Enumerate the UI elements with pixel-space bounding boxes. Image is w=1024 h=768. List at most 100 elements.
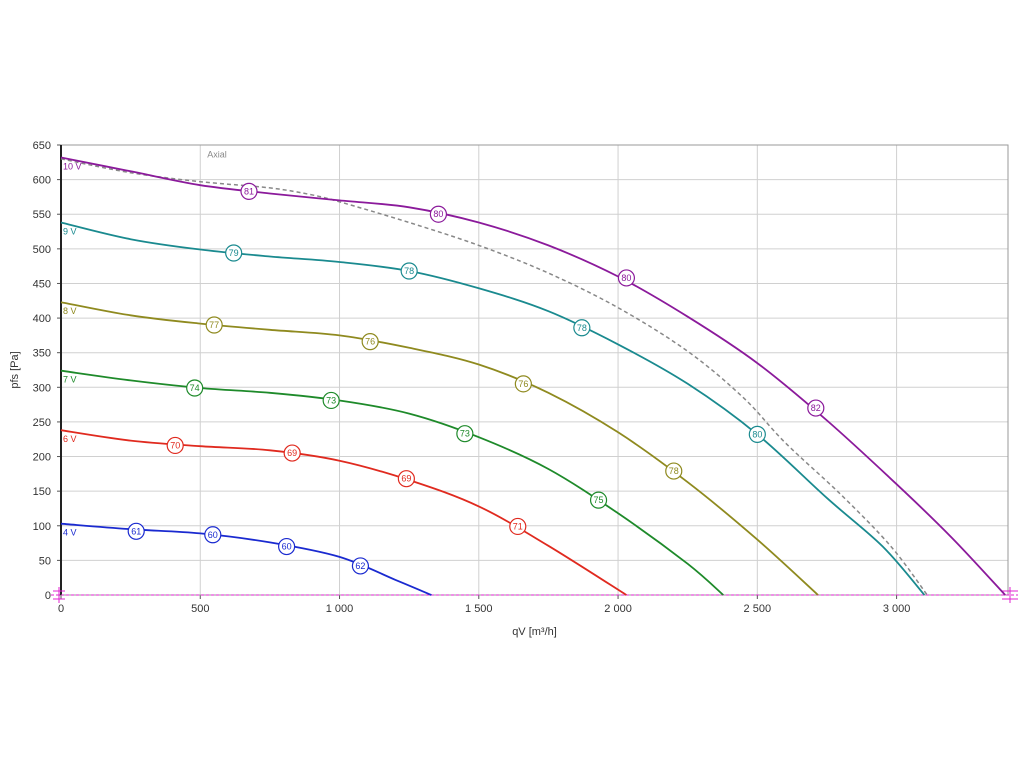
efficiency-marker-label: 75 bbox=[594, 495, 604, 505]
grid bbox=[60, 144, 1008, 596]
efficiency-marker-label: 81 bbox=[244, 186, 254, 196]
efficiency-marker: 76 bbox=[361, 333, 379, 351]
efficiency-marker: 78 bbox=[665, 462, 683, 480]
plot-frame bbox=[60, 144, 1009, 596]
curves: 10 V 9 V 8 V 7 V 6 V 4 V bbox=[60, 156, 1006, 596]
efficiency-marker-label: 80 bbox=[752, 429, 762, 439]
efficiency-marker-circle bbox=[509, 517, 527, 536]
efficiency-marker-label: 69 bbox=[287, 448, 297, 458]
efficiency-marker-circle bbox=[283, 444, 301, 462]
efficiency-marker-label: 78 bbox=[404, 266, 414, 276]
efficiency-marker-circle bbox=[225, 244, 243, 262]
efficiency-marker-circle bbox=[748, 425, 766, 443]
y-tick-label: 50 bbox=[39, 555, 51, 567]
efficiency-marker-circle bbox=[205, 316, 223, 334]
point-markers: 81 80 80 82 79 78 78 80 77 76 76 78 74 73 73 75 70 69 69 71… bbox=[127, 182, 825, 575]
efficiency-marker: 79 bbox=[225, 244, 243, 262]
baseline-start-marker bbox=[53, 587, 65, 603]
efficiency-marker-circle bbox=[617, 269, 636, 287]
efficiency-marker-label: 78 bbox=[669, 466, 679, 476]
x-tick-label: 1 500 bbox=[465, 603, 493, 615]
y-tick-label: 100 bbox=[33, 521, 51, 533]
efficiency-marker-circle bbox=[429, 205, 448, 223]
axial-reference-curve bbox=[60, 158, 928, 596]
y-tick-label: 150 bbox=[33, 486, 51, 498]
efficiency-marker-label: 80 bbox=[433, 209, 443, 219]
efficiency-marker-circle bbox=[807, 399, 825, 417]
efficiency-marker-label: 69 bbox=[401, 474, 411, 484]
efficiency-marker-circle bbox=[397, 470, 415, 488]
efficiency-marker-circle bbox=[278, 537, 296, 556]
efficiency-marker: 74 bbox=[186, 379, 204, 397]
efficiency-marker-circle bbox=[589, 491, 608, 509]
series-label-8v: 8 V bbox=[63, 306, 77, 316]
efficiency-marker-circle bbox=[514, 375, 532, 393]
y-tick-label: 400 bbox=[33, 313, 51, 325]
efficiency-marker: 81 bbox=[240, 182, 258, 200]
efficiency-marker: 62 bbox=[351, 557, 370, 575]
y-tick-label: 300 bbox=[33, 382, 51, 394]
efficiency-marker-label: 80 bbox=[621, 273, 631, 283]
axes: 0 50 100 150 200 250 300 350 400 450 500 550 600 650 0… bbox=[33, 140, 1018, 615]
efficiency-marker-label: 60 bbox=[208, 530, 218, 540]
efficiency-marker-circle bbox=[361, 333, 379, 351]
efficiency-marker: 78 bbox=[573, 319, 591, 337]
efficiency-marker-circle bbox=[573, 319, 591, 337]
y-tick-label: 650 bbox=[33, 140, 51, 152]
efficiency-marker-label: 73 bbox=[460, 429, 470, 439]
efficiency-marker-circle bbox=[456, 425, 474, 443]
y-tick-label: 200 bbox=[33, 452, 51, 464]
efficiency-marker-circle bbox=[204, 526, 222, 544]
efficiency-marker-circle bbox=[322, 391, 340, 410]
x-tick-label: 0 bbox=[58, 603, 64, 615]
efficiency-marker: 61 bbox=[127, 522, 145, 540]
axial-annotation: Axial bbox=[207, 149, 227, 159]
x-tick-label: 500 bbox=[191, 603, 209, 615]
y-tick-label: 350 bbox=[33, 348, 51, 360]
efficiency-marker-label: 79 bbox=[229, 248, 239, 258]
efficiency-marker-label: 76 bbox=[518, 379, 528, 389]
series-label-9v: 9 V bbox=[63, 227, 77, 237]
efficiency-marker-label: 62 bbox=[355, 561, 365, 571]
efficiency-marker: 69 bbox=[283, 444, 301, 462]
series-label-4v: 4 V bbox=[63, 528, 77, 538]
efficiency-marker-label: 70 bbox=[170, 440, 180, 450]
y-tick-label: 550 bbox=[33, 209, 51, 221]
curve-4v bbox=[60, 522, 432, 596]
efficiency-marker-circle bbox=[186, 379, 204, 397]
efficiency-marker-label: 73 bbox=[326, 395, 336, 405]
efficiency-marker-circle bbox=[351, 557, 370, 575]
baseline-end-marker bbox=[1002, 587, 1018, 603]
series-label-6v: 6 V bbox=[63, 434, 77, 444]
y-tick-label: 450 bbox=[33, 278, 51, 290]
y-tick-label: 0 bbox=[45, 590, 51, 602]
efficiency-marker: 80 bbox=[617, 269, 636, 287]
y-tick-label: 500 bbox=[33, 244, 51, 256]
efficiency-marker-label: 78 bbox=[577, 323, 587, 333]
efficiency-marker-label: 76 bbox=[365, 337, 375, 347]
curve-7v bbox=[60, 369, 724, 596]
curve-8v bbox=[60, 301, 819, 596]
efficiency-marker: 78 bbox=[400, 262, 418, 280]
curve-6v bbox=[60, 429, 627, 596]
y-tick-label: 250 bbox=[33, 417, 51, 429]
efficiency-marker-label: 77 bbox=[209, 320, 219, 330]
efficiency-marker: 75 bbox=[589, 491, 608, 509]
series-label-10v: 10 V bbox=[63, 161, 82, 171]
y-tick-label: 600 bbox=[33, 175, 51, 187]
efficiency-marker: 60 bbox=[204, 526, 222, 544]
efficiency-marker-circle bbox=[240, 182, 258, 200]
efficiency-marker: 73 bbox=[456, 425, 474, 443]
series-label-7v: 7 V bbox=[63, 375, 77, 385]
efficiency-marker: 82 bbox=[807, 399, 825, 417]
efficiency-marker: 60 bbox=[278, 537, 296, 556]
x-tick-label: 2 000 bbox=[604, 603, 632, 615]
efficiency-marker: 80 bbox=[748, 425, 766, 443]
x-tick-label: 3 000 bbox=[883, 603, 911, 615]
curve-10v bbox=[60, 156, 1006, 596]
x-axis-title: qV [m³/h] bbox=[512, 626, 557, 638]
curve-9v bbox=[60, 221, 926, 596]
efficiency-marker-label: 82 bbox=[811, 403, 821, 413]
efficiency-marker: 71 bbox=[509, 517, 527, 536]
